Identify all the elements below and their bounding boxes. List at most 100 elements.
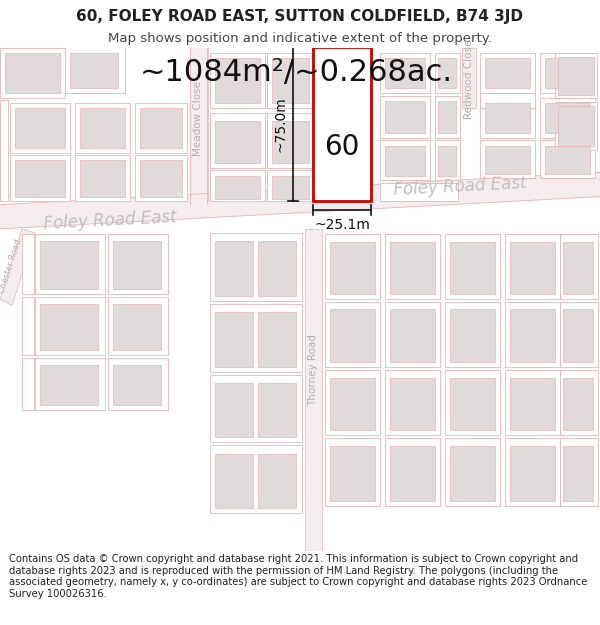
- Bar: [113, 365, 161, 405]
- Bar: [450, 446, 495, 501]
- Text: Redwood Close: Redwood Close: [464, 40, 474, 119]
- Bar: [190, 48, 208, 201]
- Text: Chester Road: Chester Road: [0, 238, 23, 294]
- Bar: [35, 298, 105, 355]
- Bar: [563, 242, 593, 294]
- Bar: [555, 102, 597, 150]
- Bar: [272, 176, 309, 199]
- Bar: [555, 52, 597, 98]
- Bar: [505, 302, 560, 367]
- Bar: [0, 48, 65, 98]
- Bar: [560, 302, 598, 367]
- Polygon shape: [0, 229, 35, 306]
- Bar: [210, 233, 302, 301]
- Bar: [330, 446, 375, 501]
- Bar: [385, 146, 425, 176]
- Bar: [385, 58, 425, 88]
- Bar: [215, 241, 253, 296]
- Bar: [380, 96, 430, 138]
- Bar: [70, 52, 118, 88]
- Bar: [5, 52, 60, 93]
- Bar: [390, 242, 435, 294]
- Bar: [480, 52, 535, 93]
- Text: Foley Road East: Foley Road East: [43, 208, 177, 233]
- Bar: [385, 101, 425, 133]
- Bar: [480, 98, 535, 138]
- Bar: [108, 357, 168, 410]
- Bar: [325, 438, 380, 506]
- Bar: [135, 103, 187, 153]
- Bar: [210, 52, 265, 108]
- Bar: [210, 304, 302, 372]
- Bar: [22, 298, 34, 355]
- Bar: [272, 58, 309, 103]
- Bar: [65, 48, 125, 93]
- Bar: [15, 161, 65, 197]
- Bar: [480, 140, 535, 179]
- Bar: [325, 302, 380, 367]
- Bar: [385, 438, 440, 506]
- Bar: [385, 234, 440, 299]
- Bar: [485, 58, 530, 88]
- Bar: [438, 101, 456, 133]
- Bar: [545, 103, 590, 133]
- Bar: [35, 357, 105, 410]
- Bar: [10, 103, 70, 153]
- Bar: [80, 161, 125, 197]
- Bar: [330, 309, 375, 362]
- Bar: [505, 234, 560, 299]
- Bar: [80, 108, 125, 148]
- Bar: [563, 309, 593, 362]
- Bar: [545, 58, 590, 88]
- Polygon shape: [0, 173, 600, 229]
- Bar: [267, 171, 312, 201]
- Bar: [558, 57, 594, 95]
- Bar: [560, 370, 598, 436]
- Bar: [390, 446, 435, 501]
- Bar: [450, 378, 495, 431]
- Bar: [380, 140, 430, 181]
- Bar: [485, 146, 530, 174]
- Bar: [462, 48, 476, 108]
- Bar: [258, 383, 296, 438]
- Bar: [505, 370, 560, 436]
- Bar: [390, 378, 435, 431]
- Bar: [380, 52, 430, 93]
- Bar: [135, 155, 187, 201]
- Text: ~1084m²/~0.268ac.: ~1084m²/~0.268ac.: [140, 58, 453, 87]
- Bar: [35, 234, 105, 294]
- Bar: [450, 242, 495, 294]
- Bar: [113, 304, 161, 350]
- Bar: [445, 302, 500, 367]
- Bar: [108, 234, 168, 294]
- Text: Meadow Close: Meadow Close: [193, 81, 203, 156]
- Bar: [560, 438, 598, 506]
- Bar: [435, 140, 460, 181]
- Bar: [540, 52, 595, 93]
- Bar: [40, 365, 98, 405]
- Bar: [445, 234, 500, 299]
- Bar: [113, 241, 161, 289]
- Text: 60, FOLEY ROAD EAST, SUTTON COLDFIELD, B74 3JD: 60, FOLEY ROAD EAST, SUTTON COLDFIELD, B…: [77, 9, 523, 24]
- Text: Map shows position and indicative extent of the property.: Map shows position and indicative extent…: [108, 32, 492, 45]
- Bar: [313, 48, 371, 201]
- Bar: [450, 309, 495, 362]
- Bar: [305, 229, 322, 551]
- Bar: [108, 298, 168, 355]
- Bar: [40, 241, 98, 289]
- Bar: [10, 155, 70, 201]
- Bar: [272, 121, 309, 163]
- Bar: [505, 438, 560, 506]
- Bar: [380, 182, 458, 201]
- Bar: [390, 309, 435, 362]
- Bar: [510, 378, 555, 431]
- Bar: [445, 438, 500, 506]
- Bar: [563, 378, 593, 431]
- Bar: [215, 454, 253, 508]
- Bar: [0, 100, 8, 201]
- Bar: [215, 176, 260, 199]
- Text: ~25.1m: ~25.1m: [314, 217, 370, 232]
- Bar: [210, 375, 302, 442]
- Bar: [385, 302, 440, 367]
- Bar: [140, 108, 182, 148]
